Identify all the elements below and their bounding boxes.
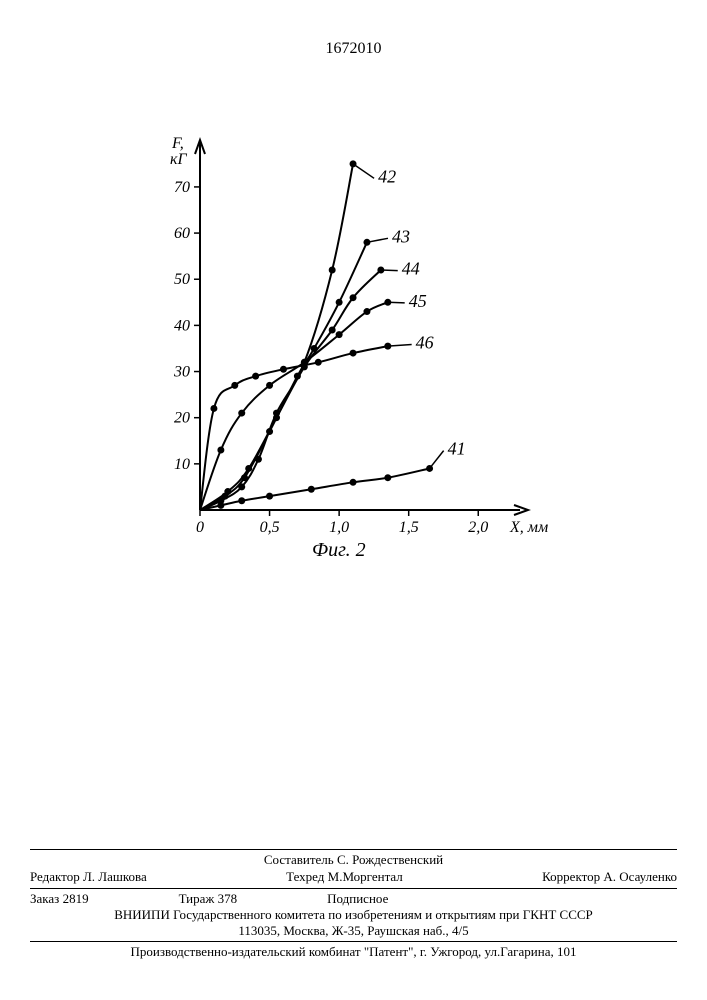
editor-name: Л. Лашкова [83, 869, 147, 884]
page-number: 1672010 [0, 40, 707, 58]
print-run-num: 378 [218, 891, 238, 906]
editor-label: Редактор [30, 869, 80, 884]
svg-text:0,5: 0,5 [260, 519, 280, 536]
svg-text:1,5: 1,5 [399, 519, 419, 536]
svg-text:30: 30 [173, 364, 190, 381]
svg-text:Фиг. 2: Фиг. 2 [312, 539, 366, 560]
svg-text:X, мм: X, мм [509, 519, 548, 536]
svg-text:40: 40 [174, 317, 190, 334]
svg-text:0: 0 [196, 519, 204, 536]
svg-text:44: 44 [402, 259, 420, 279]
order: Заказ 2819 [30, 891, 89, 907]
tech-name: М.Моргентал [328, 869, 403, 884]
footer: Составитель С. Рождественский Редактор Л… [30, 847, 677, 960]
corrector-name: А. Осауленко [603, 869, 677, 884]
credits-row: Редактор Л. Лашкова Техред М.Моргентал К… [30, 868, 677, 886]
order-label: Заказ [30, 891, 59, 906]
svg-text:20: 20 [174, 410, 190, 427]
svg-text:1,0: 1,0 [329, 519, 349, 536]
divider [30, 849, 677, 850]
compiler-name: С. Рождественский [337, 852, 443, 867]
svg-text:50: 50 [174, 271, 190, 288]
print-run-label: Тираж [179, 891, 215, 906]
compiler-line: Составитель С. Рождественский [30, 852, 677, 868]
tech-label: Техред [286, 869, 324, 884]
svg-text:43: 43 [392, 226, 410, 246]
subscription: Подписное [327, 891, 388, 907]
svg-text:41: 41 [448, 439, 466, 459]
svg-text:70: 70 [174, 179, 190, 196]
svg-text:45: 45 [409, 291, 427, 311]
svg-text:2,0: 2,0 [468, 519, 488, 536]
editor: Редактор Л. Лашкова [30, 869, 147, 885]
svg-text:42: 42 [378, 166, 396, 186]
printer-line: Производственно-издательский комбинат "П… [30, 944, 677, 960]
tech: Техред М.Моргентал [286, 869, 403, 885]
order-num: 2819 [63, 891, 89, 906]
svg-text:кГ: кГ [170, 151, 187, 168]
chart: 0 0,5 1,0 1,5 2,0 10 20 30 40 50 60 70 F,кГ X, мм 41 42… [150, 130, 560, 565]
divider [30, 941, 677, 942]
order-row: Заказ 2819 Тираж 378 Подписное [30, 891, 677, 907]
svg-text:46: 46 [416, 332, 434, 352]
corrector: Корректор А. Осауленко [542, 869, 677, 885]
compiler-label: Составитель [264, 852, 334, 867]
corrector-label: Корректор [542, 869, 600, 884]
svg-text:F,: F, [171, 135, 184, 152]
svg-text:60: 60 [174, 225, 190, 242]
divider [30, 888, 677, 889]
org-line1: ВНИИПИ Государственного комитета по изоб… [30, 907, 677, 923]
org-line2: 113035, Москва, Ж-35, Раушская наб., 4/5 [30, 923, 677, 939]
chart-svg: 0 0,5 1,0 1,5 2,0 10 20 30 40 50 60 70 F,кГ X, мм 41 42… [150, 130, 560, 560]
print-run: Тираж 378 [179, 891, 238, 907]
svg-text:10: 10 [174, 456, 190, 473]
